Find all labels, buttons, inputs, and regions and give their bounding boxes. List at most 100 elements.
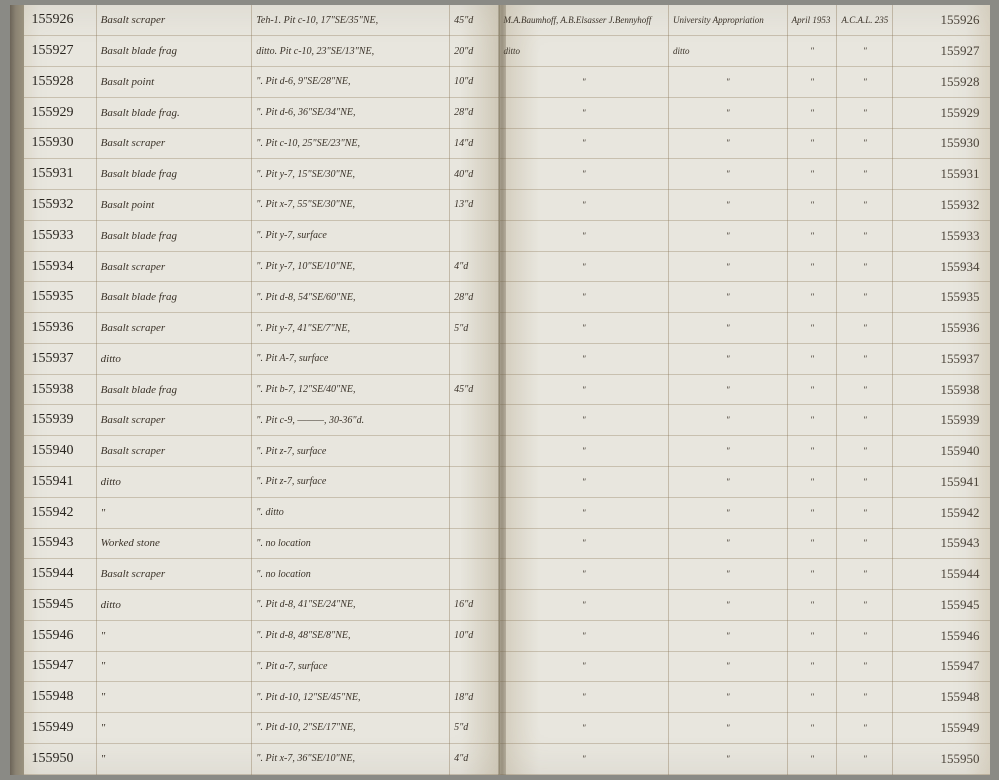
table-row: """"155943 [500,528,990,559]
table-row: 155929Basalt blade frag.". Pit d-6, 36"S… [10,97,499,128]
table-row: """"155946 [500,620,990,651]
ref-cell: " [837,159,893,190]
ref-cell: A.C.A.L. 235 [837,5,893,36]
fund-cell: " [669,251,788,282]
table-row: 155946"". Pit d-8, 48"SE/8"NE,10"d [10,620,499,651]
depth-cell: 16"d [450,590,499,621]
right-page: M.A.Baumhoff, A.B.Elsasser J.BennyhoffUn… [500,5,990,775]
ref-cell: " [837,682,893,713]
depth-cell: 45"d [450,374,499,405]
table-row: 155945ditto". Pit d-8, 41"SE/24"NE,16"d [10,590,499,621]
location-cell: ". Pit y-7, surface [252,220,450,251]
artifact-name: ditto [96,343,252,374]
location-cell: ". Pit b-7, 12"SE/40"NE, [252,374,450,405]
mirror-id: 155945 [893,590,990,621]
fund-cell: " [669,466,788,497]
table-row: 155949"". Pit d-10, 2"SE/17"NE,5"d [10,713,499,744]
collector-cell: " [500,282,669,313]
artifact-name: Worked stone [96,528,252,559]
table-row: M.A.Baumhoff, A.B.Elsasser J.BennyhoffUn… [500,5,990,36]
table-row: 155937ditto". Pit A-7, surface [10,343,499,374]
table-row: 155926Basalt scraperTeh-1. Pit c-10, 17"… [10,5,499,36]
mirror-id: 155942 [893,497,990,528]
location-cell: ". Pit y-7, 10"SE/10"NE, [252,251,450,282]
book-binding [10,5,24,775]
table-row: 155950"". Pit x-7, 36"SE/10"NE,4"d [10,743,499,774]
date-cell: " [787,67,837,98]
collector-cell: " [500,620,669,651]
table-row: 155927Basalt blade fragditto. Pit c-10, … [10,36,499,67]
ref-cell: " [837,713,893,744]
depth-cell: 45"d [450,5,499,36]
table-row: """"155947 [500,651,990,682]
mirror-id: 155934 [893,251,990,282]
collector-cell: " [500,220,669,251]
depth-cell [450,559,499,590]
depth-cell [450,651,499,682]
artifact-name: Basalt blade frag [96,374,252,405]
table-row: 155936Basalt scraper". Pit y-7, 41"SE/7"… [10,313,499,344]
fund-cell: " [669,343,788,374]
artifact-name: Basalt blade frag [96,282,252,313]
table-row: """"155944 [500,559,990,590]
date-cell: " [787,36,837,67]
table-row: """"155950 [500,743,990,774]
depth-cell: 20"d [450,36,499,67]
depth-cell: 40"d [450,159,499,190]
collector-cell: " [500,251,669,282]
ref-cell: " [837,405,893,436]
collector-cell: " [500,436,669,467]
table-row: 155939Basalt scraper". Pit c-9, ———, 30-… [10,405,499,436]
collector-cell: " [500,682,669,713]
ref-cell: " [837,497,893,528]
fund-cell: " [669,743,788,774]
ref-cell: " [837,67,893,98]
date-cell: " [787,713,837,744]
fund-cell: " [669,190,788,221]
mirror-id: 155930 [893,128,990,159]
fund-cell: University Appropriation [669,5,788,36]
depth-cell: 18"d [450,682,499,713]
fund-cell: " [669,67,788,98]
collector-cell: M.A.Baumhoff, A.B.Elsasser J.Bennyhoff [500,5,669,36]
table-row: """"155949 [500,713,990,744]
table-row: 155930Basalt scraper". Pit c-10, 25"SE/2… [10,128,499,159]
date-cell: " [787,128,837,159]
date-cell: " [787,405,837,436]
date-cell: " [787,497,837,528]
table-row: 155947"". Pit a-7, surface [10,651,499,682]
table-row: 155948"". Pit d-10, 12"SE/45"NE,18"d [10,682,499,713]
depth-cell [450,343,499,374]
artifact-name: " [96,651,252,682]
ref-cell: " [837,528,893,559]
fund-cell: " [669,128,788,159]
right-table: M.A.Baumhoff, A.B.Elsasser J.BennyhoffUn… [500,5,990,775]
date-cell: " [787,282,837,313]
location-cell: ". Pit z-7, surface [252,436,450,467]
ref-cell: " [837,590,893,621]
mirror-id: 155932 [893,190,990,221]
mirror-id: 155939 [893,405,990,436]
table-row: 155934Basalt scraper". Pit y-7, 10"SE/10… [10,251,499,282]
table-row: 155942"". ditto [10,497,499,528]
location-cell: ". Pit c-9, ———, 30-36"d. [252,405,450,436]
mirror-id: 155943 [893,528,990,559]
artifact-name: Basalt scraper [96,559,252,590]
table-row: 155932Basalt point". Pit x-7, 55"SE/30"N… [10,190,499,221]
ref-cell: " [837,36,893,67]
depth-cell: 28"d [450,282,499,313]
table-row: """"155937 [500,343,990,374]
table-row: 155940Basalt scraper". Pit z-7, surface [10,436,499,467]
fund-cell: " [669,159,788,190]
table-row: """"155936 [500,313,990,344]
mirror-id: 155944 [893,559,990,590]
date-cell: " [787,559,837,590]
mirror-id: 155938 [893,374,990,405]
artifact-name: Basalt blade frag [96,36,252,67]
fund-cell: " [669,590,788,621]
ref-cell: " [837,313,893,344]
ref-cell: " [837,282,893,313]
collector-cell: " [500,559,669,590]
location-cell: ". no location [252,528,450,559]
ref-cell: " [837,559,893,590]
